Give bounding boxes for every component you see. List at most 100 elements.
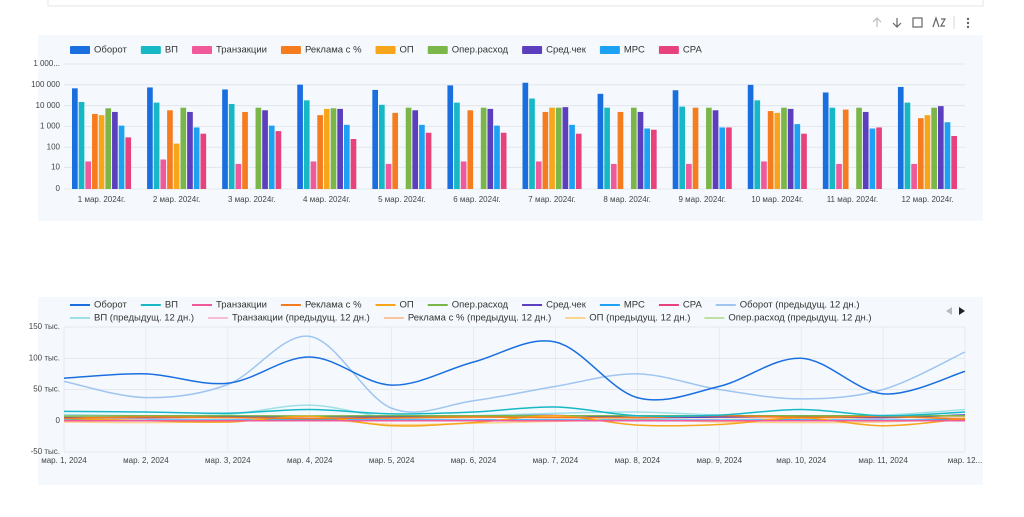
x-tick-label: 10 мар. 2024г. [751, 195, 803, 204]
x-tick-label: мар. 3, 2024 [205, 456, 251, 465]
x-tick-label: мар. 9, 2024 [696, 456, 742, 465]
x-tick-label: мар. 10, 2024 [776, 456, 827, 465]
bar [310, 161, 317, 189]
bar [610, 163, 617, 189]
y-tick-label: -50 тыс. [31, 447, 60, 456]
x-tick-label: 12 мар. 2024г. [901, 195, 953, 204]
bar [153, 102, 160, 189]
bar [167, 110, 173, 189]
legend-label: ОП (предыдущ. 12 дн.) [589, 313, 690, 324]
bar [712, 110, 719, 189]
legend-swatch [427, 46, 448, 54]
bar [487, 108, 494, 189]
bar [379, 104, 385, 189]
y-tick-label: 10 [51, 162, 60, 171]
x-tick-label: мар. 12... [948, 456, 982, 465]
series-line [63, 414, 966, 427]
bar [575, 133, 582, 189]
legend-label: ВП [165, 300, 178, 311]
bar [679, 106, 686, 189]
y-tick-label: 10 000 [36, 101, 61, 110]
more-icon[interactable] [966, 17, 970, 29]
bar [672, 90, 679, 189]
bar [604, 107, 610, 189]
bar [754, 100, 761, 189]
bar [297, 84, 303, 189]
y-tick-label: 100 тыс. [29, 353, 60, 362]
bar [856, 107, 862, 189]
bar [392, 112, 399, 189]
x-tick-label: 6 мар. 2024г. [453, 195, 500, 204]
bar [944, 122, 951, 189]
legend-prev[interactable] [946, 307, 952, 315]
bar [917, 118, 924, 189]
y-tick-label: 100 000 [31, 80, 60, 89]
bar [842, 109, 849, 189]
legend-label: МРС [624, 300, 645, 311]
bar [597, 93, 604, 189]
bar [92, 113, 98, 189]
bar [343, 124, 350, 189]
x-tick-label: мар. 2, 2024 [123, 456, 169, 465]
bar [822, 92, 829, 189]
bar [337, 108, 343, 189]
x-tick-label: мар. 6, 2024 [451, 456, 497, 465]
legend-label: Оборот (предыдущ. 12 дн.) [740, 300, 860, 311]
legend-label: ОП [400, 300, 414, 311]
line-card [38, 297, 983, 485]
bar [467, 110, 474, 189]
bar [535, 161, 542, 189]
bar [761, 161, 767, 189]
legend-label: Оборот [94, 45, 127, 56]
legend-label: Опер.расход [452, 45, 509, 56]
x-tick-label: 9 мар. 2024г. [678, 195, 725, 204]
bar [644, 128, 650, 189]
legend-label: СРА [683, 45, 703, 56]
add-chart-icon[interactable] [912, 17, 923, 28]
y-tick-label: 150 тыс. [29, 322, 60, 331]
bar [118, 125, 125, 189]
sort-icon[interactable] [932, 16, 947, 28]
bar [72, 88, 78, 189]
legend-label: Сред.чек [546, 45, 587, 56]
x-tick-label: 8 мар. 2024г. [603, 195, 650, 204]
x-tick-label: мар. 1, 2024 [41, 456, 87, 465]
legend-label: Транзакции (предыдущ. 12 дн.) [232, 313, 370, 324]
bar [686, 163, 692, 189]
y-tick-label: 100 [47, 142, 61, 151]
legend-label: ВП (предыдущ. 12 дн.) [94, 313, 194, 324]
legend-label: Опер.расход [452, 300, 509, 311]
bar [303, 100, 310, 189]
bar [876, 127, 882, 189]
bar [555, 107, 562, 189]
legend-label: Сред.чек [546, 300, 587, 311]
x-tick-label: 7 мар. 2024г. [528, 195, 575, 204]
bar [862, 111, 869, 189]
legend-swatch [375, 46, 396, 54]
legend-next[interactable] [959, 307, 965, 315]
bar [405, 107, 412, 189]
bar [829, 107, 836, 189]
y-tick-label: 0 [56, 416, 61, 425]
bar [774, 112, 781, 189]
series-line [63, 335, 966, 413]
move-down-icon[interactable] [892, 18, 902, 28]
bar [897, 86, 904, 189]
bar-card [38, 35, 983, 221]
move-up-icon[interactable] [872, 17, 882, 27]
bar [494, 125, 500, 189]
x-tick-label: мар. 4, 2024 [287, 456, 333, 465]
bar [951, 135, 957, 189]
bar [262, 110, 268, 189]
legend-label: СРА [683, 300, 703, 311]
legend-swatch [522, 46, 543, 54]
bar [350, 139, 357, 189]
bar [425, 132, 432, 189]
bar [869, 128, 876, 189]
series-line [63, 406, 966, 418]
bar [637, 111, 644, 189]
y-tick-label: 50 тыс. [33, 385, 60, 394]
legend-swatch [192, 46, 212, 54]
bar [706, 107, 712, 189]
